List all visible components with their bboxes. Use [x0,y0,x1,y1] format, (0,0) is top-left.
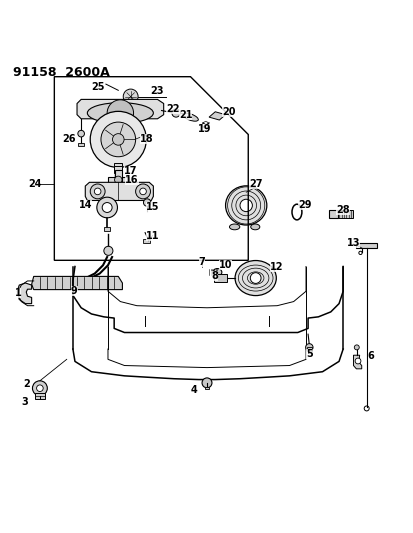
Polygon shape [337,211,353,218]
Text: 5: 5 [305,349,312,359]
Circle shape [140,188,146,195]
Bar [114,163,122,167]
Bar [143,239,150,243]
Circle shape [94,188,101,195]
Text: 8: 8 [211,271,217,280]
Text: 10: 10 [218,260,232,270]
Text: 16: 16 [125,175,138,185]
Text: 11: 11 [145,231,159,240]
Circle shape [102,203,112,213]
Circle shape [78,131,84,137]
Polygon shape [353,355,361,369]
Circle shape [107,100,133,126]
Circle shape [354,358,360,364]
Circle shape [101,122,135,157]
Text: 19: 19 [198,124,211,134]
Bar [35,393,45,399]
Bar [306,347,311,351]
Ellipse shape [235,261,275,296]
Circle shape [305,344,312,351]
Ellipse shape [87,103,153,123]
Bar [214,274,226,282]
Circle shape [143,199,150,206]
Bar [114,166,122,173]
Text: 4: 4 [190,385,197,395]
Polygon shape [17,283,31,304]
Circle shape [90,184,105,199]
Text: 7: 7 [198,257,205,268]
Bar [115,169,121,190]
Circle shape [240,199,252,212]
Circle shape [123,89,138,104]
Circle shape [36,385,43,392]
Polygon shape [85,182,153,200]
Text: 15: 15 [145,201,159,212]
Bar [204,386,209,390]
Polygon shape [31,277,122,289]
Text: 29: 29 [298,200,311,211]
Text: 24: 24 [28,179,41,189]
Text: 23: 23 [150,86,164,96]
Text: 21: 21 [178,110,192,120]
Circle shape [202,378,211,388]
Text: 25: 25 [91,82,104,92]
Text: 3: 3 [21,397,28,407]
Circle shape [104,246,113,255]
Circle shape [90,111,146,167]
Ellipse shape [250,224,259,230]
Polygon shape [209,112,225,120]
Circle shape [114,176,122,183]
Text: 2: 2 [23,379,30,389]
Ellipse shape [212,269,221,276]
Ellipse shape [229,224,239,230]
Text: 22: 22 [166,104,180,114]
Bar [104,227,110,231]
Circle shape [250,273,261,284]
Text: 17: 17 [123,166,137,176]
Text: 12: 12 [269,262,282,271]
Text: 27: 27 [248,179,262,189]
Text: 13: 13 [346,238,359,247]
Text: 6: 6 [367,351,374,361]
Circle shape [32,381,47,395]
Text: 20: 20 [222,107,235,117]
Bar [108,176,128,183]
Text: 14: 14 [78,199,92,209]
Ellipse shape [225,186,266,225]
Circle shape [354,345,358,350]
Bar [356,243,376,248]
Text: 28: 28 [335,205,349,215]
Circle shape [97,197,117,218]
Text: 18: 18 [140,134,154,144]
Text: 26: 26 [62,134,75,144]
Text: 9: 9 [71,286,77,296]
Ellipse shape [182,113,198,121]
Circle shape [135,184,150,199]
Polygon shape [77,99,163,119]
Text: 1: 1 [14,288,21,298]
Circle shape [112,134,124,145]
Text: 91158  2600A: 91158 2600A [13,67,109,79]
Bar [328,211,337,218]
Bar [78,143,84,146]
Circle shape [171,109,180,117]
